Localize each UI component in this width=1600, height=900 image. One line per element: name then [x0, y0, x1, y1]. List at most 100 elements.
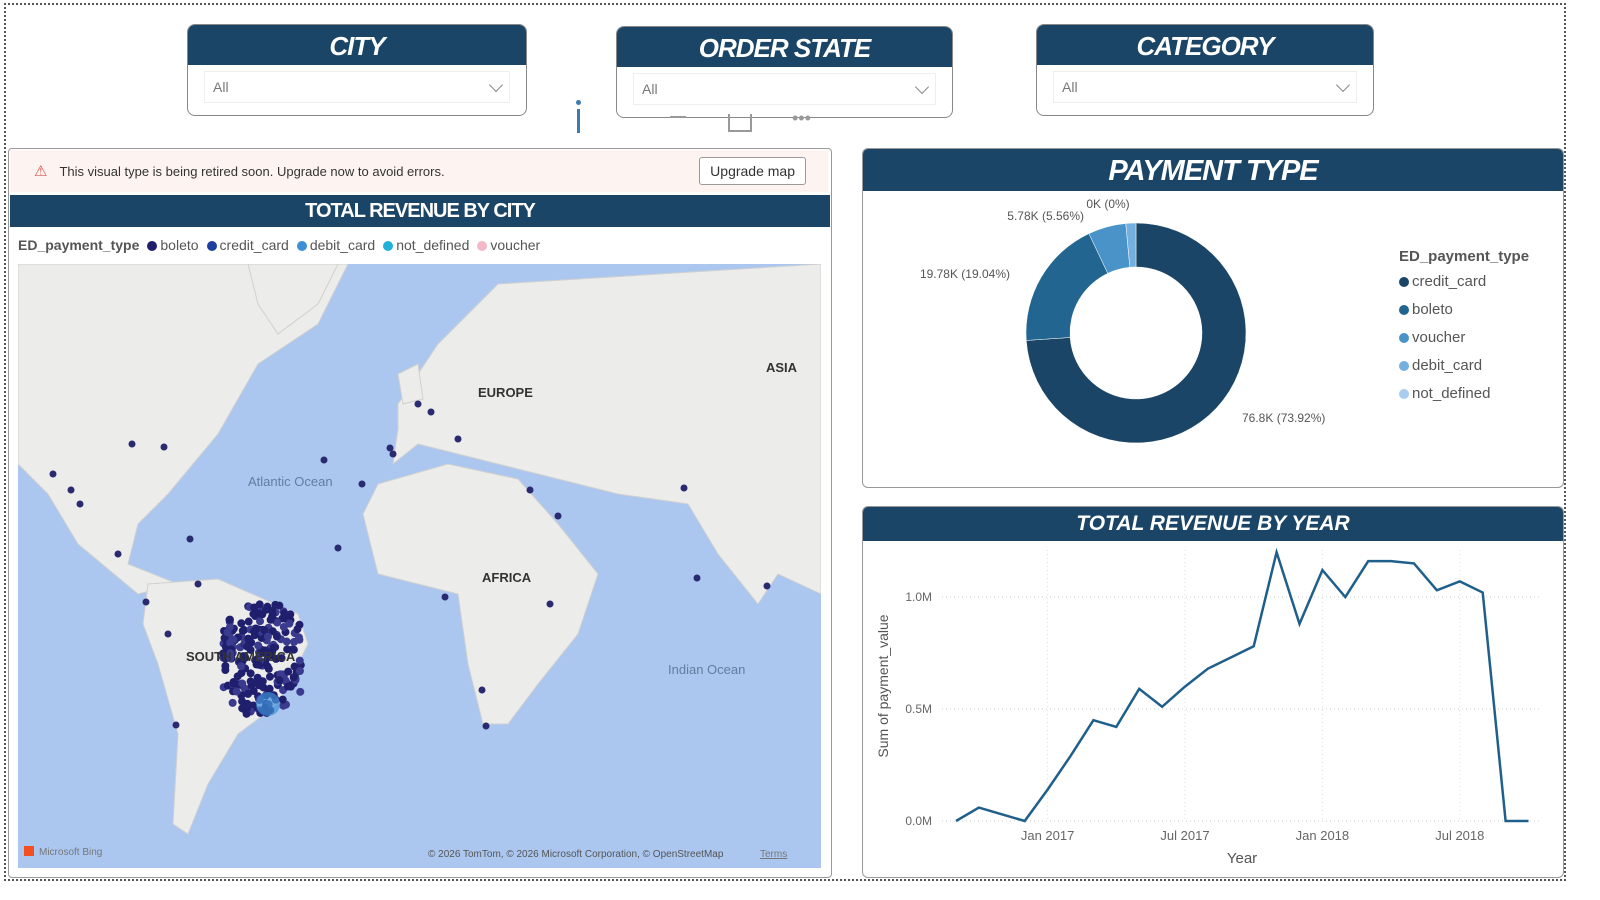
payment-donut-chart: 76.8K (73.92%) 19.78K (19.04%) 5.78K (5.56… [920, 197, 1325, 444]
x-tick: Jan 2018 [1296, 828, 1350, 843]
warning-text: This visual type is being retired soon. … [59, 163, 445, 179]
legend-title: ED_payment_type [18, 237, 140, 253]
map-dot [296, 687, 305, 696]
legend-dot [1399, 361, 1409, 371]
order-state-slicer: ORDER STATE All [616, 26, 953, 118]
map-dot [546, 600, 554, 608]
map-dot [256, 692, 280, 716]
map-dot [244, 634, 253, 643]
bing-text: Microsoft Bing [39, 847, 102, 858]
y-tick: 1.0M [905, 590, 932, 604]
dropdown-value: All [213, 79, 229, 95]
focus-mode-icon[interactable] [728, 114, 752, 132]
category-slicer: CATEGORY All [1036, 24, 1374, 116]
x-tick: Jul 2017 [1160, 828, 1209, 843]
donut-slice-credit_card [1025, 222, 1247, 444]
map-dot [264, 664, 273, 673]
map-title: TOTAL REVENUE BY CITY [10, 195, 830, 227]
chevron-down-icon [1335, 77, 1351, 92]
map-dot [386, 444, 394, 452]
order-state-dropdown[interactable]: All [633, 73, 936, 105]
info-icon[interactable] [576, 100, 581, 136]
filter-icon[interactable] [670, 116, 686, 130]
map-legend: ED_payment_type boleto credit_card debit… [18, 237, 540, 253]
map-dot [281, 676, 290, 685]
world-map[interactable]: EUROPE ASIA AFRICA SOUTH AMERICA Atlanti… [18, 264, 821, 868]
revenue-by-year-panel: TOTAL REVENUE BY YEAR [862, 506, 1564, 878]
map-dot [294, 633, 303, 642]
legend-item[interactable]: not_defined [383, 237, 469, 253]
map-dot [763, 582, 771, 590]
report-canvas [4, 3, 1566, 881]
map-dot [243, 642, 252, 651]
map-dot [186, 535, 194, 543]
map-dot [259, 648, 268, 657]
map-dot [249, 609, 258, 618]
map-dot [242, 709, 251, 718]
x-axis-title: Year [1227, 850, 1257, 867]
more-options-icon[interactable]: ••• [792, 108, 811, 128]
label-atlantic: Atlantic Ocean [248, 474, 333, 489]
map-dot [255, 600, 264, 609]
legend-item[interactable]: debit_card [296, 237, 375, 253]
city-slicer: CITY All [187, 24, 527, 116]
legend-title: ED_payment_type [1399, 248, 1530, 265]
map-dot [260, 626, 269, 635]
legend-item-credit_card[interactable]: credit_card [1399, 273, 1529, 290]
label-south-america: SOUTH AMERICA [186, 649, 296, 664]
map-dot [275, 601, 284, 610]
uk [397, 363, 424, 405]
y-tick: 0.0M [905, 814, 932, 828]
map-dot [284, 667, 293, 676]
city-dropdown[interactable]: All [204, 71, 510, 103]
slicer-title: CATEGORY [1037, 25, 1373, 65]
map-dot [256, 617, 265, 626]
map-dot [693, 574, 701, 582]
eurasia [392, 264, 821, 605]
slice-label: 76.8K (73.92%) [1242, 411, 1325, 425]
slice-label: 19.78K (19.04%) [920, 267, 1010, 281]
slicer-title: ORDER STATE [617, 27, 952, 67]
legend-item[interactable]: voucher [477, 237, 540, 253]
legend-dot [1399, 305, 1409, 315]
label-asia: ASIA [766, 360, 798, 375]
category-dropdown[interactable]: All [1053, 71, 1357, 103]
map-dot [76, 500, 84, 508]
y-axis-title: Sum of payment_value [875, 614, 891, 757]
map-dot [160, 443, 168, 451]
map-dot [276, 670, 285, 679]
donut-slice-debit_card [1125, 222, 1137, 268]
map-dot [293, 625, 302, 634]
legend-item-not_defined[interactable]: not_defined [1399, 385, 1529, 402]
map-dot [320, 456, 328, 464]
map-dot [244, 617, 253, 626]
legend-item-boleto[interactable]: boleto [1399, 301, 1529, 318]
map-dot [142, 598, 150, 606]
label-africa: AFRICA [482, 570, 532, 585]
legend-item-debit_card[interactable]: debit_card [1399, 357, 1529, 374]
upgrade-map-button[interactable]: Upgrade map [699, 157, 806, 185]
revenue-title: TOTAL REVENUE BY YEAR [863, 507, 1563, 541]
attribution: © 2026 TomTom, © 2026 Microsoft Corporat… [428, 849, 724, 860]
map-dot [237, 619, 246, 628]
map-dot [289, 673, 298, 682]
legend-dot [1399, 389, 1409, 399]
dropdown-value: All [642, 81, 658, 97]
map-dot [232, 687, 241, 696]
map-dot [49, 470, 57, 478]
legend-item[interactable]: credit_card [206, 237, 289, 253]
dropdown-value: All [1062, 79, 1078, 95]
slicer-title: CITY [188, 25, 526, 65]
map-dot [221, 662, 230, 671]
map-dot [441, 593, 449, 601]
map-dot [259, 683, 268, 692]
map-dot [257, 633, 266, 642]
revenue-line-chart: 0.0M 0.5M 1.0M Jan 2017 Jul 2017 Jan 2018 Jul … [875, 547, 1542, 867]
donut-slice-boleto [1025, 233, 1109, 341]
legend-item-voucher[interactable]: voucher [1399, 329, 1529, 346]
legend-dot [1399, 333, 1409, 343]
terms-link[interactable]: Terms [760, 849, 787, 860]
map-dot [237, 662, 246, 671]
legend-item[interactable]: boleto [147, 237, 199, 253]
